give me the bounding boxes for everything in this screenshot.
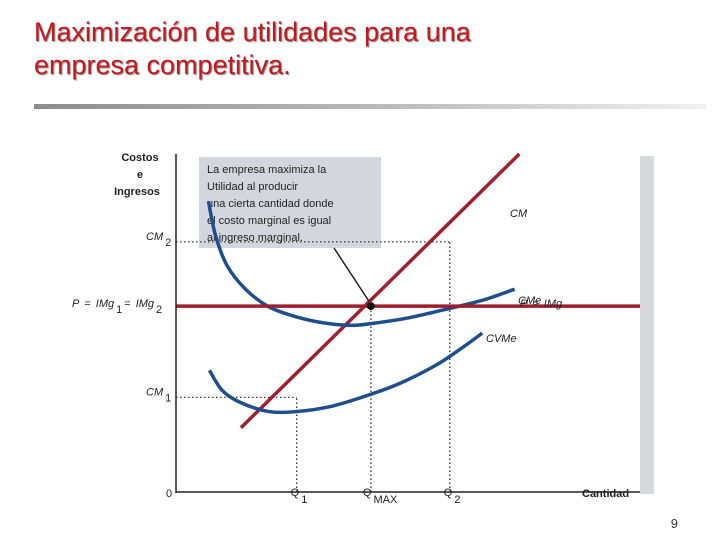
y-label-line-3: Ingresos xyxy=(114,186,160,198)
page-number: 9 xyxy=(670,516,678,531)
tick-label-q2: Q2 xyxy=(444,487,461,506)
title-underline xyxy=(34,104,706,109)
series-label-cm: CM xyxy=(510,208,528,220)
price-label-right: P = IMg xyxy=(520,298,563,310)
annotation-pointer xyxy=(333,247,370,302)
profit-max-point xyxy=(366,302,375,311)
curves xyxy=(206,152,521,430)
curve-cm xyxy=(239,152,521,430)
origin-label: 0 xyxy=(166,488,172,500)
dotted-guides xyxy=(176,241,451,492)
title-line-2: empresa competitiva. xyxy=(34,50,291,80)
series-label-cvme: CVMe xyxy=(486,333,517,345)
y-axis-label: Costos e Ingresos xyxy=(114,152,160,198)
annotation-text: La empresa maximiza la Utilidad al produ… xyxy=(207,164,334,244)
slide-title: Maximización de utilidades para una empr… xyxy=(34,16,674,82)
x-axis-label: Cantidad xyxy=(582,488,629,500)
tick-label-qmax: QMAX xyxy=(363,487,398,506)
annotation-box xyxy=(199,157,381,248)
tick-label-cm1: CM 1 xyxy=(146,386,171,404)
series-label-cme: CMe xyxy=(518,295,541,307)
y-label-line-1: Costos xyxy=(121,152,158,164)
price-label-left: P = IMg 1 = IMg 2 xyxy=(72,298,162,316)
y-label-line-2: e xyxy=(137,169,143,181)
plot-shadow xyxy=(640,156,654,494)
annotation-line-2: Utilidad al producir xyxy=(207,181,298,193)
title-line-1: Maximización de utilidades para una xyxy=(34,17,471,47)
annotation-line-4: el costo marginal es igual xyxy=(207,215,331,227)
annotation-line-1: La empresa maximiza la xyxy=(207,164,327,176)
curve-cme xyxy=(206,200,516,328)
annotation-line-3: una cierta cantidad donde xyxy=(207,198,334,210)
curve-cvme xyxy=(207,331,484,415)
tick-label-cm2: CM 2 xyxy=(146,231,171,249)
tick-label-q1: Q1 xyxy=(291,487,308,506)
annotation-line-5: al ingreso marginal. xyxy=(207,232,303,244)
